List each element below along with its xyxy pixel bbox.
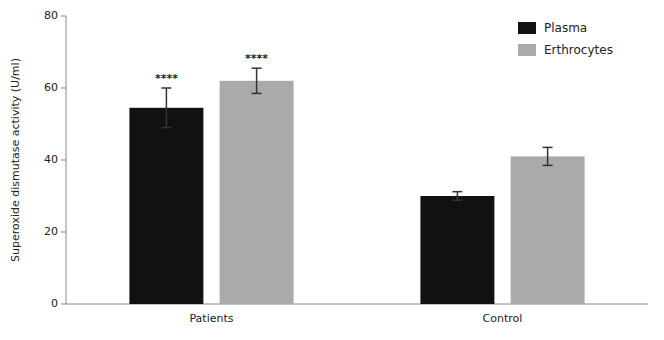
chart-container: 0 20 40 60 80 Superoxide dismutase activity (… [0, 0, 664, 340]
significance-label: **** [245, 52, 268, 65]
bar [220, 81, 294, 304]
y-tick [61, 88, 66, 89]
error-bar-stem [256, 68, 258, 93]
y-axis-label: Superoxide dismutase activity (U/ml) [9, 58, 22, 262]
error-bar [161, 88, 171, 128]
error-bar [543, 147, 553, 165]
y-tick-label: 80 [44, 9, 58, 22]
y-tick-label: 60 [44, 81, 58, 94]
error-bar-cap [161, 127, 171, 129]
y-tick [61, 232, 66, 233]
legend: Plasma Erthrocytes [518, 21, 613, 57]
bar [420, 196, 494, 304]
x-tick-label: Control [483, 312, 523, 325]
error-bar-stem [457, 192, 459, 201]
legend-label: Erthrocytes [544, 43, 613, 57]
x-axis: Patients Control [66, 304, 648, 325]
error-bar-cap [452, 191, 462, 193]
legend-swatch [518, 22, 536, 34]
bar [511, 156, 585, 304]
bar [129, 108, 203, 304]
y-tick-label: 0 [51, 297, 58, 310]
legend-swatch [518, 44, 536, 56]
error-bar-cap [543, 165, 553, 167]
bars [129, 68, 584, 304]
y-axis: 0 20 40 60 80 [44, 9, 66, 310]
error-bar-cap [252, 93, 262, 95]
error-bar [252, 68, 262, 93]
y-tick [61, 304, 66, 305]
error-bar-cap [161, 87, 171, 89]
x-tick-label: Patients [189, 312, 233, 325]
y-tick [61, 160, 66, 161]
error-bar-cap [252, 67, 262, 69]
error-bar-stem [166, 88, 168, 128]
significance-label: **** [155, 72, 178, 85]
y-tick-label: 40 [44, 153, 58, 166]
page: {"chart_data": {"type": "bar", "y_label"… [0, 0, 664, 340]
error-bar-cap [452, 200, 462, 202]
error-bar [452, 192, 462, 201]
y-tick [61, 16, 66, 17]
error-bar-stem [547, 147, 549, 165]
legend-label: Plasma [544, 21, 587, 35]
error-bar-cap [543, 147, 553, 149]
y-tick-label: 20 [44, 225, 58, 238]
chart-svg: 0 20 40 60 80 Superoxide dismutase activity (… [0, 0, 664, 340]
annotations: **** **** [155, 52, 268, 85]
